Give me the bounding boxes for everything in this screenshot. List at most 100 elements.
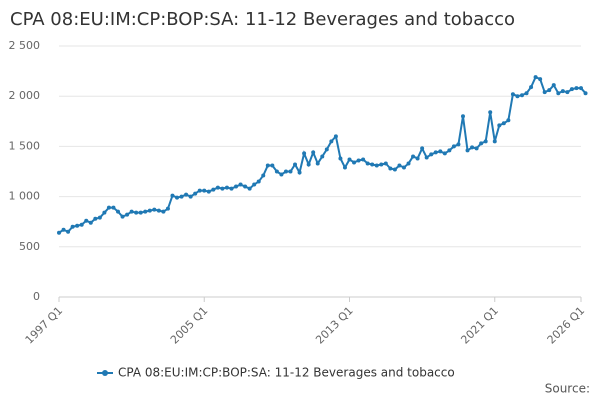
point xyxy=(533,75,538,80)
point xyxy=(338,156,343,161)
point xyxy=(238,182,243,187)
point xyxy=(175,195,180,200)
point xyxy=(70,224,75,229)
point xyxy=(147,208,152,213)
point xyxy=(88,220,93,225)
point xyxy=(156,208,161,213)
point xyxy=(397,163,402,168)
point xyxy=(352,160,357,165)
point xyxy=(75,223,80,228)
point xyxy=(302,151,307,156)
point xyxy=(411,154,416,159)
point xyxy=(102,210,107,215)
point xyxy=(579,86,583,91)
point xyxy=(234,184,239,189)
chart-title: CPA 08:EU:IM:CP:BOP:SA: 11-12 Beverages … xyxy=(10,9,515,30)
legend-marker xyxy=(102,370,108,376)
point xyxy=(492,139,497,144)
point xyxy=(529,85,534,90)
y-tick-label: 2 000 xyxy=(9,89,41,102)
point xyxy=(116,209,121,214)
point xyxy=(61,227,66,232)
point xyxy=(261,173,266,178)
point xyxy=(125,212,130,217)
point xyxy=(465,148,470,153)
point xyxy=(265,163,270,168)
x-tick-label: 2005 Q1 xyxy=(168,304,211,347)
point xyxy=(401,165,406,170)
point xyxy=(347,157,352,162)
y-tick-label: 0 xyxy=(33,290,40,303)
y-tick-label: 1 000 xyxy=(9,190,41,203)
point xyxy=(211,187,216,192)
point xyxy=(433,150,438,155)
x-tick-label: 1997 Q1 xyxy=(23,304,66,347)
point xyxy=(206,189,211,194)
point xyxy=(542,90,547,95)
legend-label: CPA 08:EU:IM:CP:BOP:SA: 11-12 Beverages … xyxy=(118,366,455,380)
point xyxy=(229,186,234,191)
point xyxy=(111,205,116,210)
point xyxy=(456,142,461,147)
point xyxy=(288,169,293,174)
point xyxy=(574,86,579,91)
point xyxy=(551,83,556,88)
point xyxy=(106,205,111,210)
point xyxy=(215,185,220,190)
point xyxy=(152,207,157,212)
point xyxy=(524,91,529,96)
point xyxy=(406,161,411,166)
point xyxy=(184,192,189,197)
point xyxy=(547,88,552,93)
x-tick-label: 2026 Q1 xyxy=(545,304,588,347)
point xyxy=(243,184,248,189)
point xyxy=(510,92,515,97)
point xyxy=(193,191,198,196)
point xyxy=(392,167,397,172)
point xyxy=(170,193,175,198)
point xyxy=(138,210,143,215)
point xyxy=(361,157,366,162)
y-tick-label: 500 xyxy=(19,240,40,253)
point xyxy=(365,161,370,166)
point xyxy=(315,161,320,166)
point xyxy=(420,146,425,151)
x-tick-label: 2021 Q1 xyxy=(458,304,501,347)
point xyxy=(569,87,574,92)
point xyxy=(333,134,338,139)
point xyxy=(320,154,325,159)
point xyxy=(293,162,298,167)
point xyxy=(57,230,61,235)
point xyxy=(297,170,302,175)
y-tick-label: 2 500 xyxy=(9,39,41,52)
point xyxy=(370,162,375,167)
x-tick-label: 2013 Q1 xyxy=(313,304,356,347)
point xyxy=(270,163,275,168)
point xyxy=(429,152,434,157)
source: Source: xyxy=(545,382,590,396)
point xyxy=(79,222,84,227)
point xyxy=(93,216,98,221)
point xyxy=(379,162,384,167)
point xyxy=(202,188,207,193)
point xyxy=(460,114,465,119)
point xyxy=(515,94,520,99)
point xyxy=(329,139,334,144)
point xyxy=(565,90,570,95)
point xyxy=(120,214,125,219)
point xyxy=(220,186,225,191)
point xyxy=(129,209,134,214)
point xyxy=(497,123,502,128)
point xyxy=(538,77,543,82)
point xyxy=(143,209,148,214)
point xyxy=(134,210,139,215)
point xyxy=(66,229,71,234)
point xyxy=(197,188,202,193)
point xyxy=(252,182,257,187)
point xyxy=(274,169,279,174)
point xyxy=(415,156,420,161)
point xyxy=(506,118,511,123)
point xyxy=(470,145,475,150)
